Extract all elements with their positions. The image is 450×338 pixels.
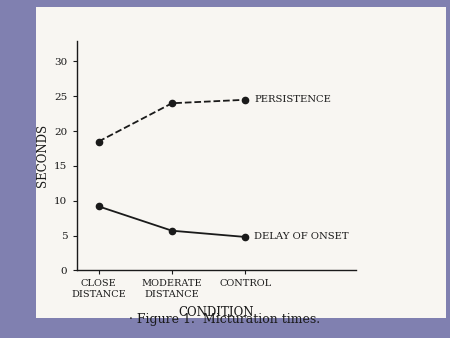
X-axis label: CONDITION: CONDITION [178, 306, 254, 319]
Text: PERSISTENCE: PERSISTENCE [254, 95, 331, 104]
Y-axis label: SECONDS: SECONDS [36, 124, 49, 187]
Text: DELAY OF ONSET: DELAY OF ONSET [254, 233, 349, 241]
Text: · Figure 1.  Micturation times.: · Figure 1. Micturation times. [130, 313, 320, 326]
